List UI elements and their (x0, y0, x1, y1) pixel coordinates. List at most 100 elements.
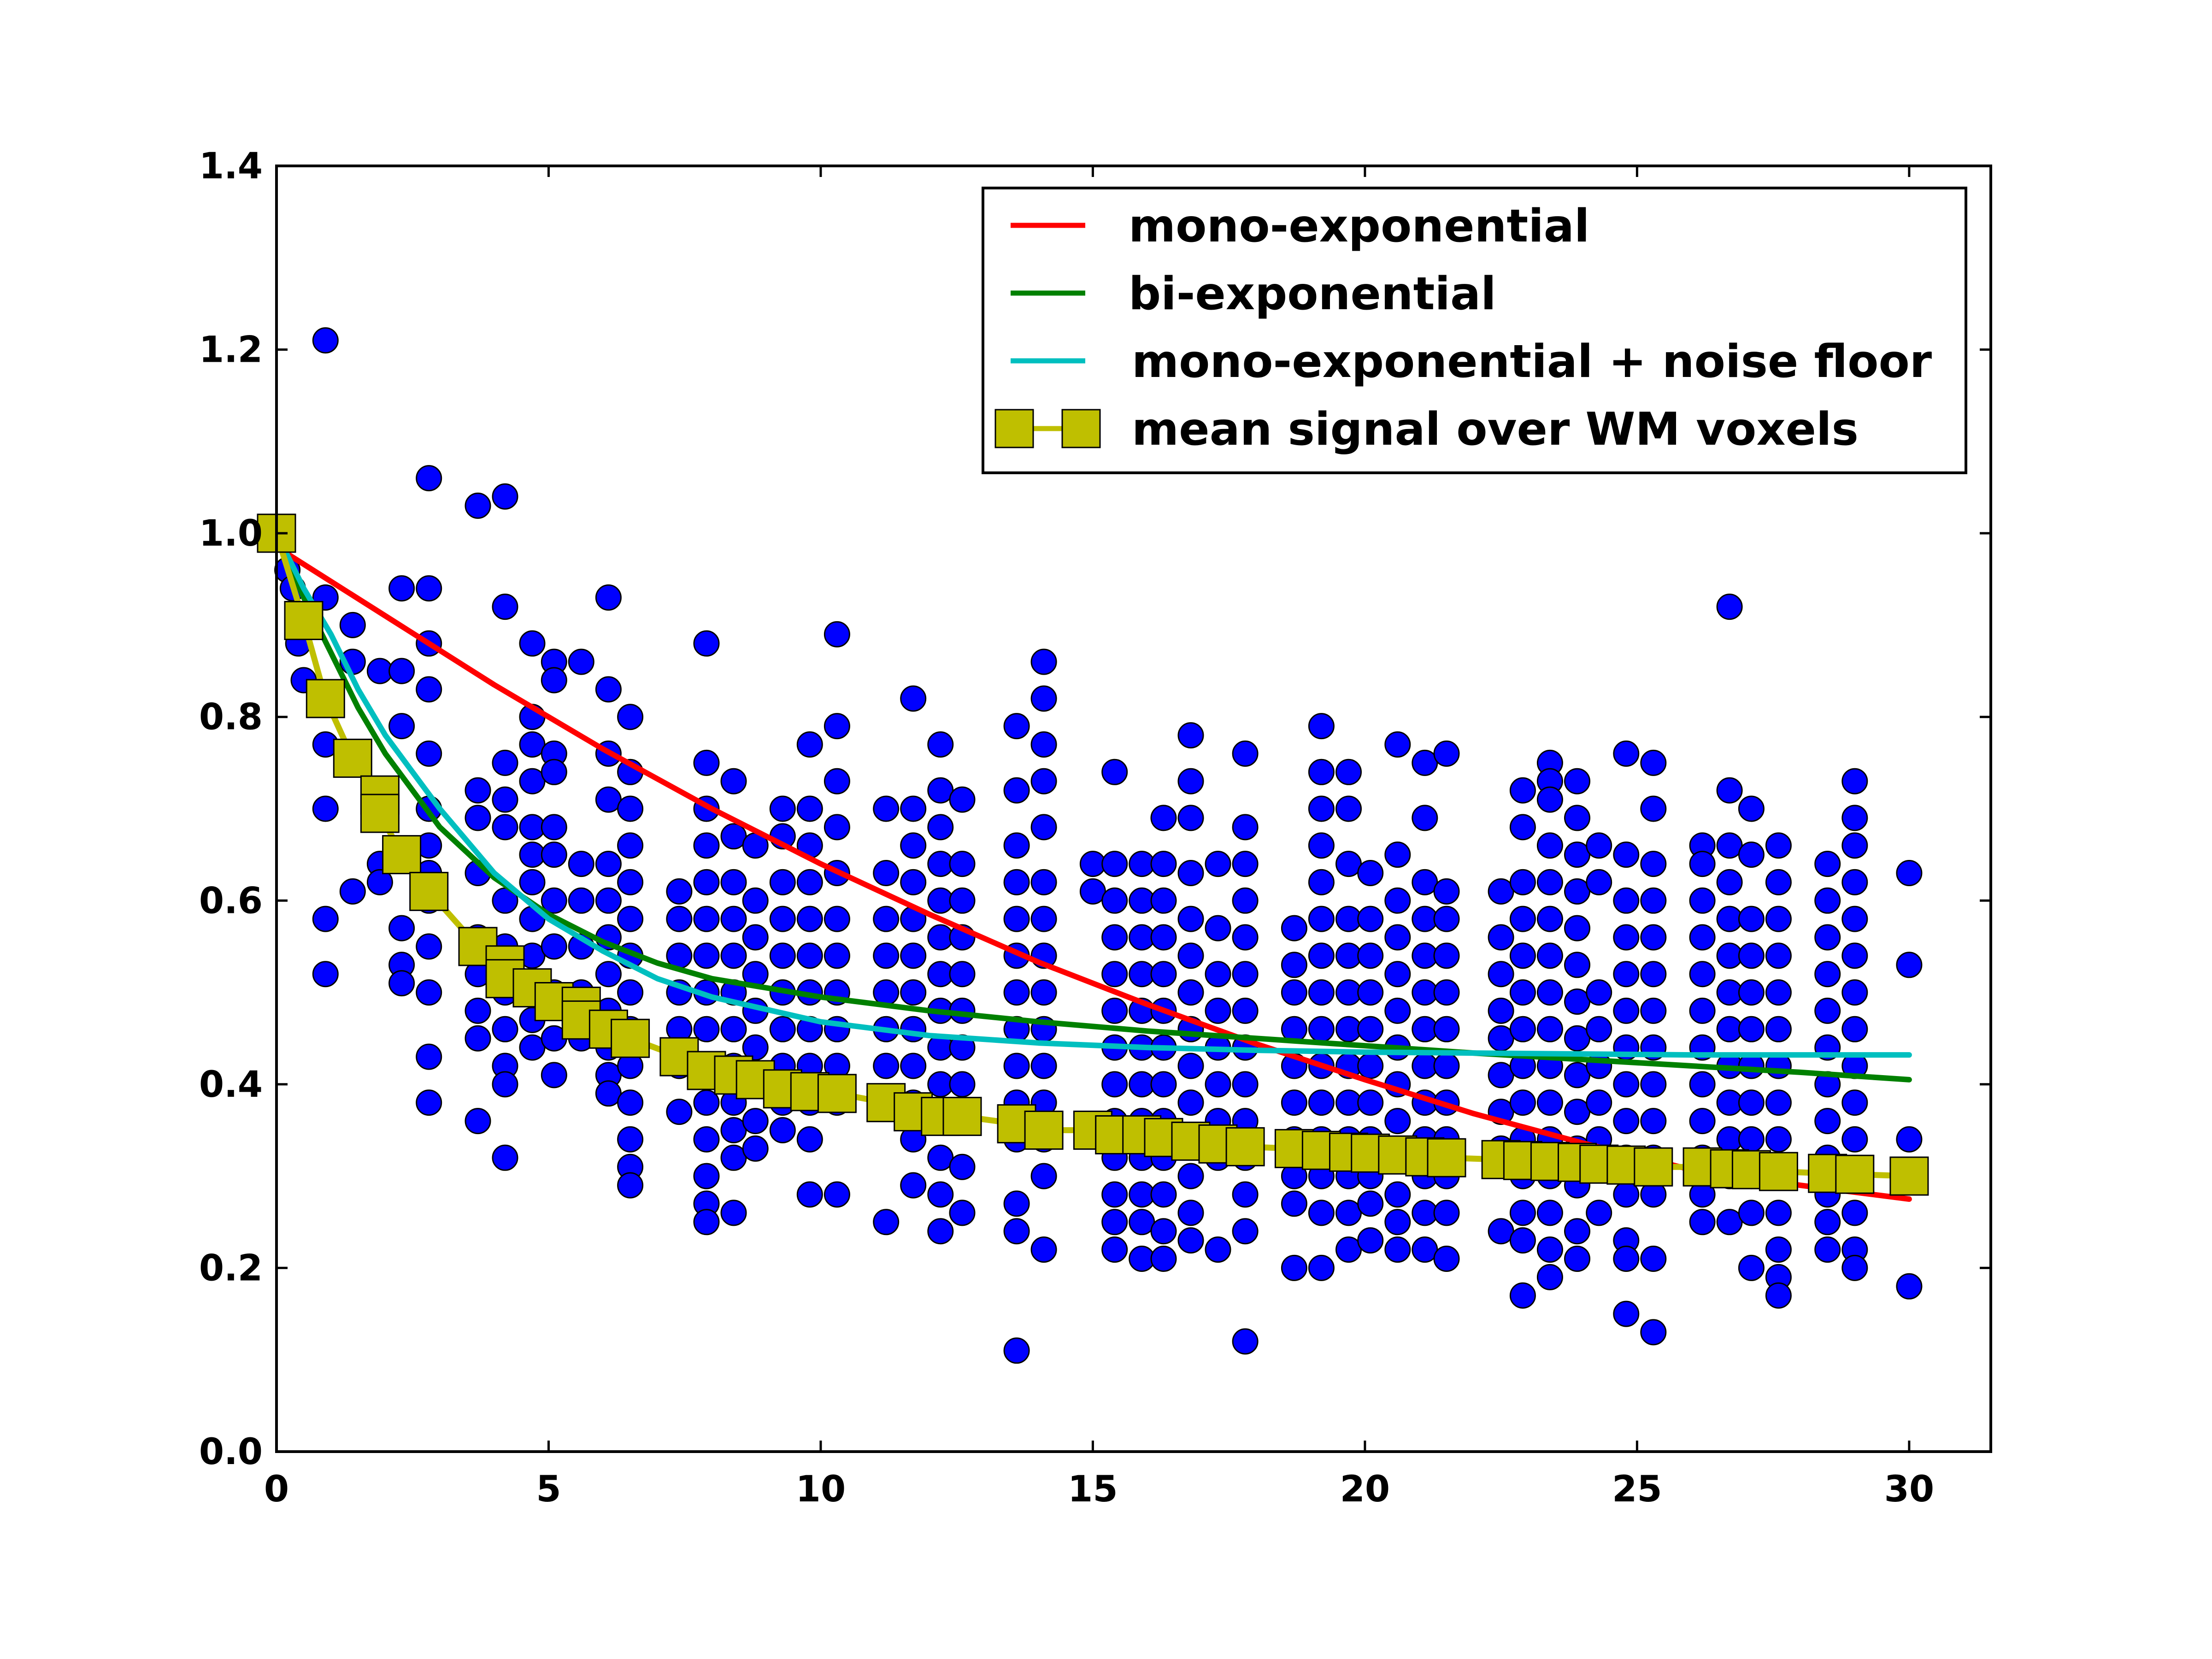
voxel-signal-point (1814, 887, 1841, 914)
voxel-signal-point (465, 805, 491, 831)
voxel-signal-point (1150, 961, 1177, 988)
voxel-signal-point (568, 648, 594, 675)
voxel-signal-point (1765, 1089, 1792, 1116)
voxel-signal-point (873, 1209, 900, 1235)
voxel-signal-point (519, 630, 546, 657)
voxel-signal-point (693, 1126, 720, 1153)
voxel-signal-point (416, 676, 442, 703)
voxel-signal-point (1101, 997, 1128, 1024)
voxel-signal-point (617, 979, 644, 1006)
voxel-signal-point (824, 713, 850, 740)
voxel-signal-point (900, 1016, 927, 1042)
voxel-signal-point (1536, 906, 1563, 932)
voxel-signal-point (1308, 942, 1335, 969)
voxel-signal-point (1308, 1016, 1335, 1042)
voxel-signal-point (312, 961, 339, 988)
voxel-signal-point (1433, 942, 1460, 969)
voxel-signal-point (1841, 869, 1868, 895)
voxel-signal-point (1003, 979, 1030, 1006)
voxel-signal-point (1433, 979, 1460, 1006)
voxel-signal-point (1003, 1218, 1030, 1245)
voxel-signal-point (824, 814, 850, 841)
voxel-signal-point (1205, 915, 1231, 941)
voxel-signal-point (720, 768, 747, 794)
voxel-signal-point (1003, 1337, 1030, 1364)
voxel-signal-point (595, 584, 622, 611)
voxel-signal-point (1433, 1200, 1460, 1226)
voxel-signal-point (519, 869, 546, 895)
voxel-signal-point (1205, 1236, 1231, 1263)
voxel-signal-point (1357, 942, 1384, 969)
voxel-signal-point (1177, 1200, 1204, 1226)
voxel-signal-point (617, 795, 644, 822)
voxel-signal-point (1357, 1227, 1384, 1254)
voxel-signal-point (1765, 942, 1792, 969)
x-tick-label: 10 (796, 1469, 846, 1510)
voxel-signal-point (742, 924, 769, 951)
mean-signal-marker (1634, 1147, 1673, 1187)
voxel-signal-point (693, 1089, 720, 1116)
voxel-signal-point (416, 933, 442, 960)
voxel-signal-point (796, 1126, 823, 1153)
voxel-signal-point (1640, 1108, 1667, 1135)
voxel-signal-point (541, 1062, 567, 1088)
mean-signal-marker (942, 1097, 982, 1136)
voxel-signal-point (1384, 961, 1411, 988)
voxel-signal-point (949, 961, 976, 988)
voxel-signal-point (693, 1163, 720, 1189)
voxel-signal-point (1765, 869, 1792, 895)
voxel-signal-point (1689, 1071, 1716, 1098)
voxel-signal-point (541, 814, 567, 841)
voxel-signal-point (1765, 1126, 1792, 1153)
voxel-signal-point (824, 906, 850, 932)
voxel-signal-point (1150, 1181, 1177, 1208)
voxel-signal-point (720, 1016, 747, 1042)
voxel-signal-point (465, 1025, 491, 1052)
voxel-signal-point (1716, 594, 1743, 620)
voxel-signal-point (1232, 997, 1259, 1024)
voxel-signal-point (1564, 805, 1590, 831)
voxel-signal-point (1030, 685, 1057, 712)
voxel-signal-point (1841, 1200, 1868, 1226)
voxel-signal-point (1738, 942, 1765, 969)
voxel-signal-point (541, 841, 567, 868)
voxel-signal-point (1841, 768, 1868, 794)
voxel-signal-point (1689, 1209, 1716, 1235)
voxel-signal-point (1030, 731, 1057, 758)
voxel-signal-point (1150, 1218, 1177, 1245)
voxel-signal-point (720, 1200, 747, 1226)
voxel-signal-point (1613, 887, 1640, 914)
voxel-signal-point (388, 658, 415, 684)
voxel-signal-point (873, 795, 900, 822)
voxel-signal-point (1716, 869, 1743, 895)
voxel-signal-point (1177, 979, 1204, 1006)
voxel-signal-point (1536, 1200, 1563, 1226)
voxel-signal-point (1640, 1246, 1667, 1272)
mean-signal-marker (1835, 1154, 1875, 1194)
voxel-signal-point (1205, 961, 1231, 988)
voxel-signal-point (1384, 1209, 1411, 1235)
voxel-signal-point (1536, 1016, 1563, 1042)
voxel-signal-point (1564, 1218, 1590, 1245)
mean-signal-marker (284, 601, 324, 640)
voxel-signal-point (742, 1135, 769, 1162)
voxel-signal-point (465, 1108, 491, 1135)
voxel-signal-point (1841, 1254, 1868, 1281)
voxel-signal-point (1509, 906, 1536, 932)
voxel-signal-point (1433, 1016, 1460, 1042)
voxel-signal-point (492, 1144, 518, 1171)
voxel-signal-point (339, 612, 366, 638)
voxel-signal-point (1564, 1246, 1590, 1272)
voxel-signal-point (1509, 1016, 1536, 1042)
voxel-signal-point (796, 869, 823, 895)
voxel-signal-point (1564, 952, 1590, 978)
legend-label-noise-floor: mono-exponential + noise floor (1132, 335, 1932, 388)
voxel-signal-point (1738, 1089, 1765, 1116)
voxel-signal-point (1177, 942, 1204, 969)
voxel-signal-point (1586, 1089, 1612, 1116)
voxel-signal-point (1308, 795, 1335, 822)
voxel-signal-point (796, 1181, 823, 1208)
voxel-signal-point (1308, 869, 1335, 895)
voxel-signal-point (693, 942, 720, 969)
voxel-signal-point (1841, 1089, 1868, 1116)
